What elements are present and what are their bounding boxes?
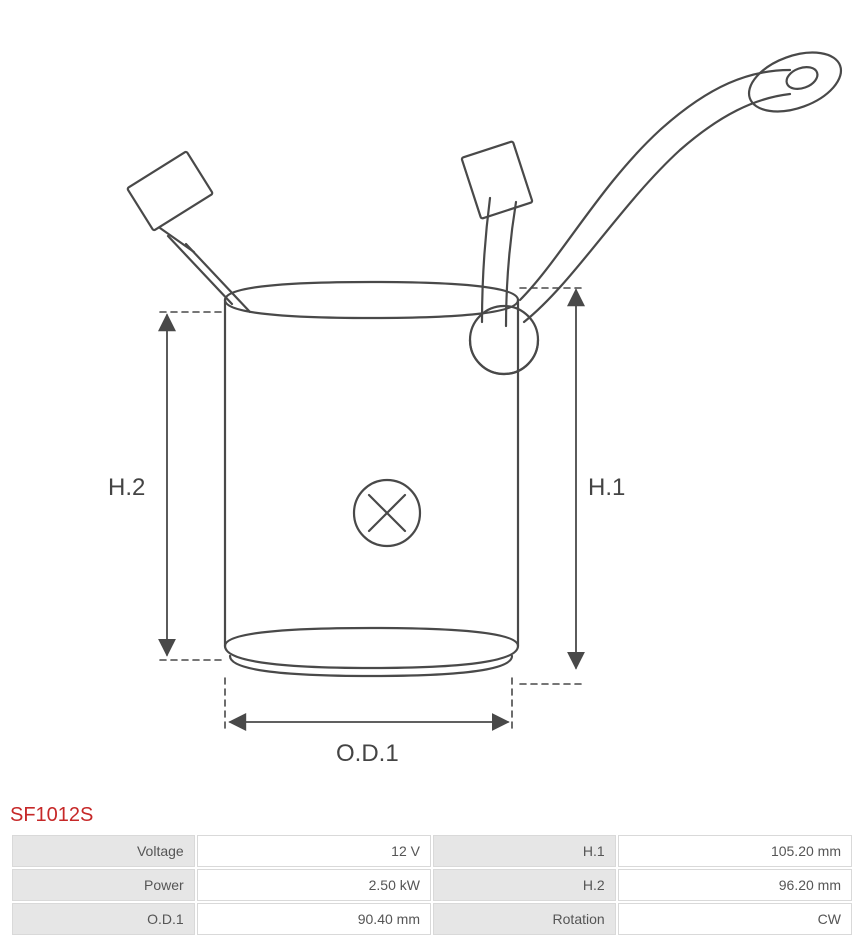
table-row: Power 2.50 kW H.2 96.20 mm — [12, 869, 852, 901]
dim-label-h1: H.1 — [588, 474, 625, 502]
spec-label: O.D.1 — [12, 903, 195, 935]
spec-value: 12 V — [197, 835, 431, 867]
spec-table: Voltage 12 V H.1 105.20 mm Power 2.50 kW… — [10, 833, 854, 937]
spec-label: Power — [12, 869, 195, 901]
diagram-container: H.1 H.2 O.D.1 — [0, 0, 854, 800]
part-code: SF1012S — [0, 800, 854, 833]
table-row: Voltage 12 V H.1 105.20 mm — [12, 835, 852, 867]
spec-value: 2.50 kW — [197, 869, 431, 901]
spec-label: H.2 — [433, 869, 616, 901]
spec-label: Rotation — [433, 903, 616, 935]
technical-drawing — [0, 0, 854, 800]
dim-label-od1: O.D.1 — [336, 740, 399, 768]
table-row: O.D.1 90.40 mm Rotation CW — [12, 903, 852, 935]
spec-label: H.1 — [433, 835, 616, 867]
spec-value: 96.20 mm — [618, 869, 852, 901]
dim-label-h2: H.2 — [108, 474, 145, 502]
spec-label: Voltage — [12, 835, 195, 867]
spec-value: 90.40 mm — [197, 903, 431, 935]
spec-value: 105.20 mm — [618, 835, 852, 867]
spec-value: CW — [618, 903, 852, 935]
